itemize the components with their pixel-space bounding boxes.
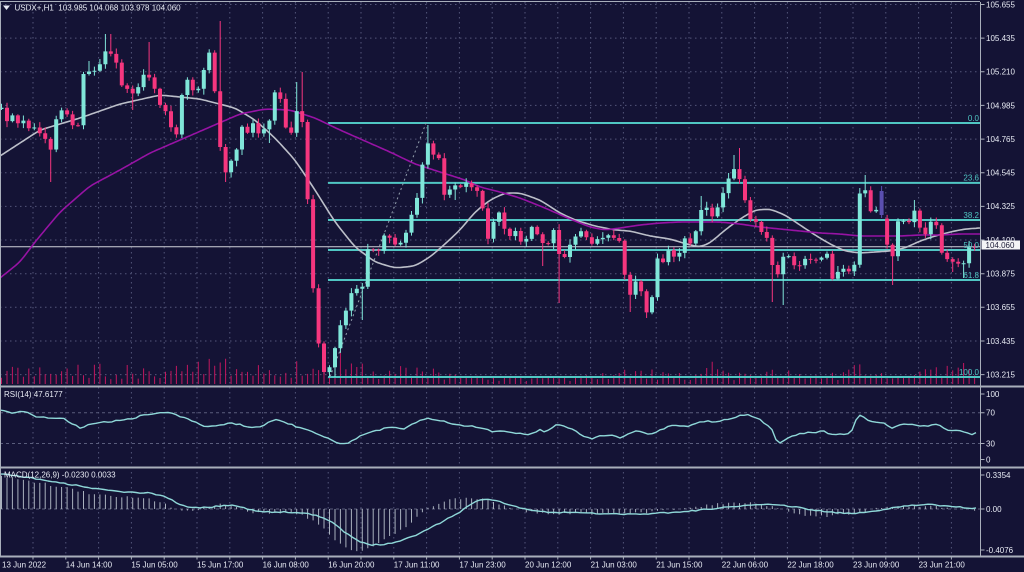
svg-text:20 Jun 12:00: 20 Jun 12:00: [525, 560, 572, 569]
svg-text:104.060: 104.060: [986, 241, 1015, 250]
svg-text:-0.4076: -0.4076: [986, 546, 1014, 555]
svg-text:104.765: 104.765: [986, 135, 1015, 144]
svg-text:100.0: 100.0: [959, 368, 980, 377]
svg-text:23 Jun 21:00: 23 Jun 21:00: [919, 560, 966, 569]
svg-text:22 Jun 18:00: 22 Jun 18:00: [787, 560, 834, 569]
svg-text:0: 0: [986, 456, 991, 465]
svg-text:100: 100: [986, 390, 1000, 399]
svg-text:22 Jun 06:00: 22 Jun 06:00: [722, 560, 769, 569]
svg-text:103.435: 103.435: [986, 337, 1015, 346]
svg-text:21 Jun 15:00: 21 Jun 15:00: [656, 560, 703, 569]
svg-text:14 Jun 14:00: 14 Jun 14:00: [66, 560, 113, 569]
svg-text:13 Jun 2022: 13 Jun 2022: [2, 560, 47, 569]
svg-text:70: 70: [986, 409, 995, 418]
svg-text:30: 30: [986, 440, 995, 449]
svg-text:0.00: 0.00: [986, 505, 1002, 514]
svg-text:17 Jun 23:00: 17 Jun 23:00: [459, 560, 506, 569]
svg-text:23.6: 23.6: [963, 174, 979, 183]
svg-text:105.210: 105.210: [986, 68, 1015, 77]
svg-text:15 Jun 17:00: 15 Jun 17:00: [197, 560, 244, 569]
svg-text:50.0: 50.0: [963, 241, 979, 250]
svg-text:105.655: 105.655: [986, 0, 1015, 9]
svg-text:MACD(12,26,9) -0.0230 0.0033: MACD(12,26,9) -0.0230 0.0033: [4, 471, 116, 480]
svg-text:38.2: 38.2: [963, 211, 979, 220]
svg-text:17 Jun 11:00: 17 Jun 11:00: [394, 560, 440, 569]
svg-text:0.3354: 0.3354: [986, 471, 1011, 480]
svg-text:USDX+,H1 103.985 104.068 103.: USDX+,H1 103.985 104.068 103.978 104.060: [15, 4, 182, 13]
svg-text:105.435: 105.435: [986, 34, 1015, 43]
svg-text:16 Jun 08:00: 16 Jun 08:00: [263, 560, 310, 569]
svg-text:15 Jun 05:00: 15 Jun 05:00: [131, 560, 178, 569]
svg-text:23 Jun 09:00: 23 Jun 09:00: [853, 560, 900, 569]
svg-text:104.545: 104.545: [986, 169, 1015, 178]
svg-text:103.875: 103.875: [986, 270, 1015, 279]
svg-text:103.655: 103.655: [986, 303, 1015, 312]
svg-text:103.215: 103.215: [986, 370, 1015, 379]
svg-text:104.985: 104.985: [986, 101, 1015, 110]
svg-text:16 Jun 20:00: 16 Jun 20:00: [328, 560, 375, 569]
svg-text:104.325: 104.325: [986, 202, 1015, 211]
svg-text:21 Jun 03:00: 21 Jun 03:00: [591, 560, 638, 569]
svg-text:61.8: 61.8: [963, 271, 979, 280]
svg-text:0.0: 0.0: [968, 114, 980, 123]
svg-text:RSI(14) 47.6177: RSI(14) 47.6177: [4, 390, 63, 399]
svg-text:104.100: 104.100: [986, 236, 1015, 245]
